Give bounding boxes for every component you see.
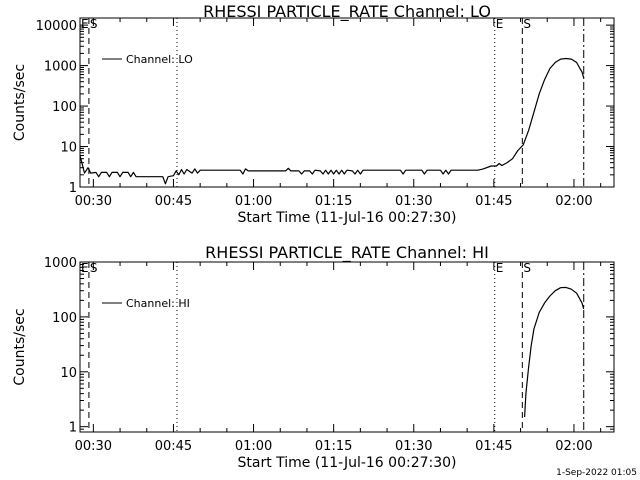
y-axis-label: Counts/sec xyxy=(12,308,28,385)
x-tick-label: 00:30 xyxy=(75,194,112,209)
series-line xyxy=(79,57,585,185)
x-tick-label: 02:00 xyxy=(555,439,592,454)
event-marker-label: S xyxy=(90,17,98,31)
event-marker-label: S xyxy=(523,17,531,31)
footer-date: 1-Sep-2022 01:05 xyxy=(556,468,637,478)
x-tick-label: 01:45 xyxy=(475,439,512,454)
event-marker-label: E xyxy=(496,17,504,31)
y-tick-label: 100 xyxy=(52,311,77,326)
x-tick-label: 01:30 xyxy=(395,439,432,454)
x-tick-label: 01:00 xyxy=(235,194,272,209)
x-tick-label: 01:30 xyxy=(395,194,432,209)
x-tick-label: 01:45 xyxy=(475,194,512,209)
event-marker-label: E xyxy=(81,261,89,275)
series-line xyxy=(524,286,585,418)
legend-label: Channel: LO xyxy=(126,53,193,66)
event-marker-label: E xyxy=(81,17,89,31)
x-axis-label: Start Time (11-Jul-16 00:27:30) xyxy=(237,210,456,226)
x-tick-label: 02:00 xyxy=(555,194,592,209)
x-tick-label: 00:45 xyxy=(155,194,192,209)
x-tick-label: 01:15 xyxy=(315,194,352,209)
legend-label: Channel: HI xyxy=(126,297,190,310)
x-tick-label: 00:45 xyxy=(155,439,192,454)
event-marker-label: S xyxy=(523,261,531,275)
chart-title: RHESSI PARTICLE_RATE Channel: HI xyxy=(205,243,489,263)
y-tick-label: 1 xyxy=(69,181,77,196)
event-marker-label: S xyxy=(90,261,98,275)
y-tick-label: 10 xyxy=(60,366,77,381)
event-marker-label: E xyxy=(496,261,504,275)
x-axis-label: Start Time (11-Jul-16 00:27:30) xyxy=(237,455,456,471)
chart-title: RHESSI PARTICLE_RATE Channel: LO xyxy=(203,2,491,22)
y-tick-label: 10 xyxy=(60,141,77,156)
y-tick-label: 1000 xyxy=(44,256,77,271)
x-tick-label: 01:00 xyxy=(235,439,272,454)
y-axis-label: Counts/sec xyxy=(12,64,28,141)
y-tick-label: 10000 xyxy=(36,19,77,34)
x-tick-label: 00:30 xyxy=(75,439,112,454)
x-tick-label: 01:15 xyxy=(315,439,352,454)
y-tick-label: 1000 xyxy=(44,60,77,75)
y-tick-label: 100 xyxy=(52,100,77,115)
y-tick-label: 1 xyxy=(69,421,77,436)
